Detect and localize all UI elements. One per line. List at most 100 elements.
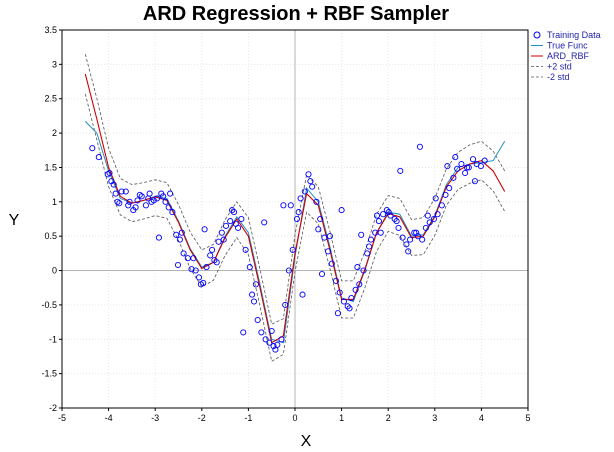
training-point (220, 236, 227, 243)
y-tick-label-3: -0.5 (41, 300, 57, 310)
legend-label-4: -2 std (547, 72, 570, 82)
y-tick-label-5: 0.5 (44, 231, 57, 241)
training-point (262, 336, 269, 343)
x-tick-label-1: -4 (105, 413, 113, 423)
training-point (125, 202, 132, 209)
training-point (432, 195, 439, 202)
training-point (297, 195, 304, 202)
x-tick-labels: -5 -4 -3 -2 -1 0 1 2 3 4 5 (58, 408, 531, 423)
training-point (207, 252, 214, 259)
training-point (126, 198, 133, 205)
y-tick-label-7: 1.5 (44, 162, 57, 172)
training-point (397, 167, 404, 174)
training-point (238, 215, 245, 223)
training-point (229, 207, 236, 214)
training-point (268, 327, 275, 335)
training-point (405, 248, 412, 255)
x-axis-label: X (301, 433, 312, 450)
training-point (178, 229, 185, 236)
training-point (309, 183, 316, 190)
training-point (232, 220, 239, 227)
training-point (377, 229, 384, 236)
legend-swatch-training (533, 31, 541, 39)
training-point (332, 277, 340, 284)
x-tick-label-4: -1 (244, 413, 252, 423)
training-point (215, 238, 222, 245)
x-tick-label-9: 4 (479, 413, 484, 423)
training-point (95, 154, 102, 161)
training-point (407, 236, 414, 243)
training-point (446, 185, 453, 192)
training-point (328, 260, 335, 267)
training-point (258, 329, 265, 336)
training-point (458, 160, 465, 168)
training-point (346, 305, 353, 312)
training-point (272, 346, 279, 353)
training-point (295, 209, 302, 216)
training-point (104, 171, 111, 178)
training-point (434, 211, 441, 218)
training-point (375, 218, 382, 225)
training-point (463, 164, 471, 171)
training-point (138, 193, 145, 200)
training-point (430, 215, 437, 223)
legend-label-0: Training Data (547, 30, 601, 40)
x-tick-label-6: 1 (339, 413, 344, 423)
training-point (213, 259, 220, 266)
training-point (413, 229, 420, 236)
training-point (469, 156, 477, 163)
training-point (452, 154, 459, 161)
training-point (270, 343, 277, 350)
training-point (366, 243, 373, 250)
training-point (195, 274, 203, 281)
training-point (174, 261, 182, 269)
training-point (344, 303, 351, 310)
training-point (106, 169, 113, 177)
x-tick-label-10: 5 (525, 413, 530, 423)
training-point (197, 281, 204, 288)
training-point (142, 202, 149, 209)
training-point (462, 169, 469, 177)
training-point (313, 198, 320, 205)
training-point (301, 188, 308, 195)
training-point (454, 165, 461, 172)
training-point (356, 281, 363, 288)
training-point (354, 264, 361, 271)
training-point (318, 270, 326, 278)
training-point (395, 224, 402, 231)
training-point (442, 191, 449, 198)
y-tick-label-11: 3.5 (44, 25, 57, 35)
training-point (112, 190, 119, 197)
training-point (145, 195, 152, 202)
training-point (242, 246, 249, 253)
y-tick-label-1: -1.5 (41, 369, 57, 379)
y-tick-label-0: -2 (49, 403, 57, 413)
training-point (190, 255, 197, 262)
training-point (134, 197, 141, 204)
training-point (416, 143, 423, 150)
training-point (254, 316, 261, 324)
training-point (169, 209, 176, 216)
legend-label-3: +2 std (547, 62, 572, 72)
training-point (122, 188, 129, 195)
training-point (321, 234, 328, 241)
training-point (249, 291, 256, 298)
training-point (176, 236, 183, 243)
training-point (201, 226, 208, 233)
training-point (203, 264, 210, 271)
training-point (387, 212, 394, 219)
x-tick-label-2: -3 (151, 413, 159, 423)
training-point (136, 191, 143, 198)
training-points (89, 143, 488, 353)
y-tick-label-8: 2 (52, 128, 57, 138)
training-point (160, 193, 167, 200)
training-point (380, 211, 387, 218)
training-point (450, 174, 457, 181)
minus-2std-line (84, 93, 506, 362)
training-point (367, 236, 375, 243)
training-point (426, 219, 433, 226)
training-point (246, 264, 253, 271)
training-point (192, 267, 199, 274)
training-point (424, 212, 431, 219)
